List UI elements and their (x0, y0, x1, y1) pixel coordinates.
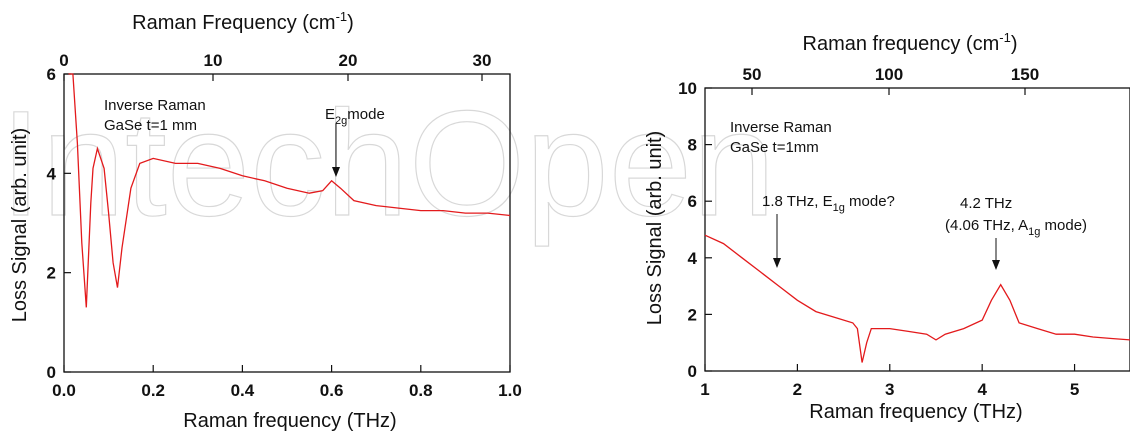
y-tick-label: 0 (47, 363, 56, 382)
y-tick-label: 4 (688, 249, 698, 268)
watermark-logo: IntechOpen (0, 79, 776, 247)
right-chart-peak1-arrow (773, 214, 781, 268)
right-chart-plot-frame (704, 87, 1130, 372)
top-tick-label: 0 (59, 51, 68, 70)
top-tick-label: 20 (339, 51, 358, 70)
x-tick-label: 0.2 (141, 381, 165, 400)
x-tick-label: 1.0 (498, 381, 522, 400)
left-chart-plot-frame (63, 73, 511, 373)
right-chart-xlabel: Raman frequency (THz) (809, 401, 1022, 423)
left-chart-ylabel: Loss Signal (arb. unit) (9, 128, 31, 323)
x-tick-label: 0.8 (409, 381, 433, 400)
top-tick-label: 10 (204, 51, 223, 70)
y-tick-label: 4 (47, 164, 57, 183)
left-chart-annotation-line1: Inverse Raman (104, 97, 206, 114)
right-chart-peak1-label: 1.8 THz, E1g mode? (762, 193, 895, 214)
y-tick-label: 6 (688, 192, 697, 211)
left-chart-top-axis-label: Raman Frequency (cm-1) (132, 9, 354, 34)
top-tick-label: 30 (473, 51, 492, 70)
right-chart-ylabel: Loss Signal (arb. unit) (644, 131, 666, 326)
right-chart-annotation-line1: Inverse Raman (730, 119, 832, 136)
right-chart-peak2-arrow (992, 238, 1000, 270)
x-tick-label: 3 (885, 380, 894, 399)
x-tick-label: 0.4 (231, 381, 255, 400)
left-chart-xlabel: Raman frequency (THz) (183, 410, 396, 432)
y-tick-label: 10 (678, 79, 697, 98)
y-tick-label: 8 (688, 136, 697, 155)
left-chart-series-line (68, 73, 511, 308)
right-chart-peak2-line2: (4.06 THz, A1g mode) (945, 217, 1087, 238)
x-tick-label: 5 (1070, 380, 1079, 399)
right-chart-peak2-line1: 4.2 THz (960, 195, 1012, 212)
y-tick-label: 2 (47, 264, 56, 283)
right-chart-top-axis-label: Raman frequency (cm-1) (803, 30, 1018, 55)
x-tick-label: 4 (977, 380, 987, 399)
left-chart-annotation-line2: GaSe t=1 mm (104, 117, 197, 134)
right-chart-series-line (704, 234, 1130, 363)
x-tick-label: 0.6 (320, 381, 344, 400)
top-tick-label: 150 (1011, 65, 1039, 84)
top-tick-label: 100 (875, 65, 903, 84)
y-tick-label: 2 (688, 305, 697, 324)
left-chart-peak-label: E2gmode (325, 106, 385, 127)
top-tick-label: 50 (743, 65, 762, 84)
x-tick-label: 2 (793, 380, 802, 399)
y-tick-label: 6 (47, 65, 56, 84)
right-chart-annotation-line2: GaSe t=1mm (730, 139, 819, 156)
x-tick-label: 1 (700, 380, 709, 399)
left-chart-peak-arrow (332, 124, 340, 177)
x-tick-label: 0.0 (52, 381, 76, 400)
y-tick-label: 0 (688, 362, 697, 381)
